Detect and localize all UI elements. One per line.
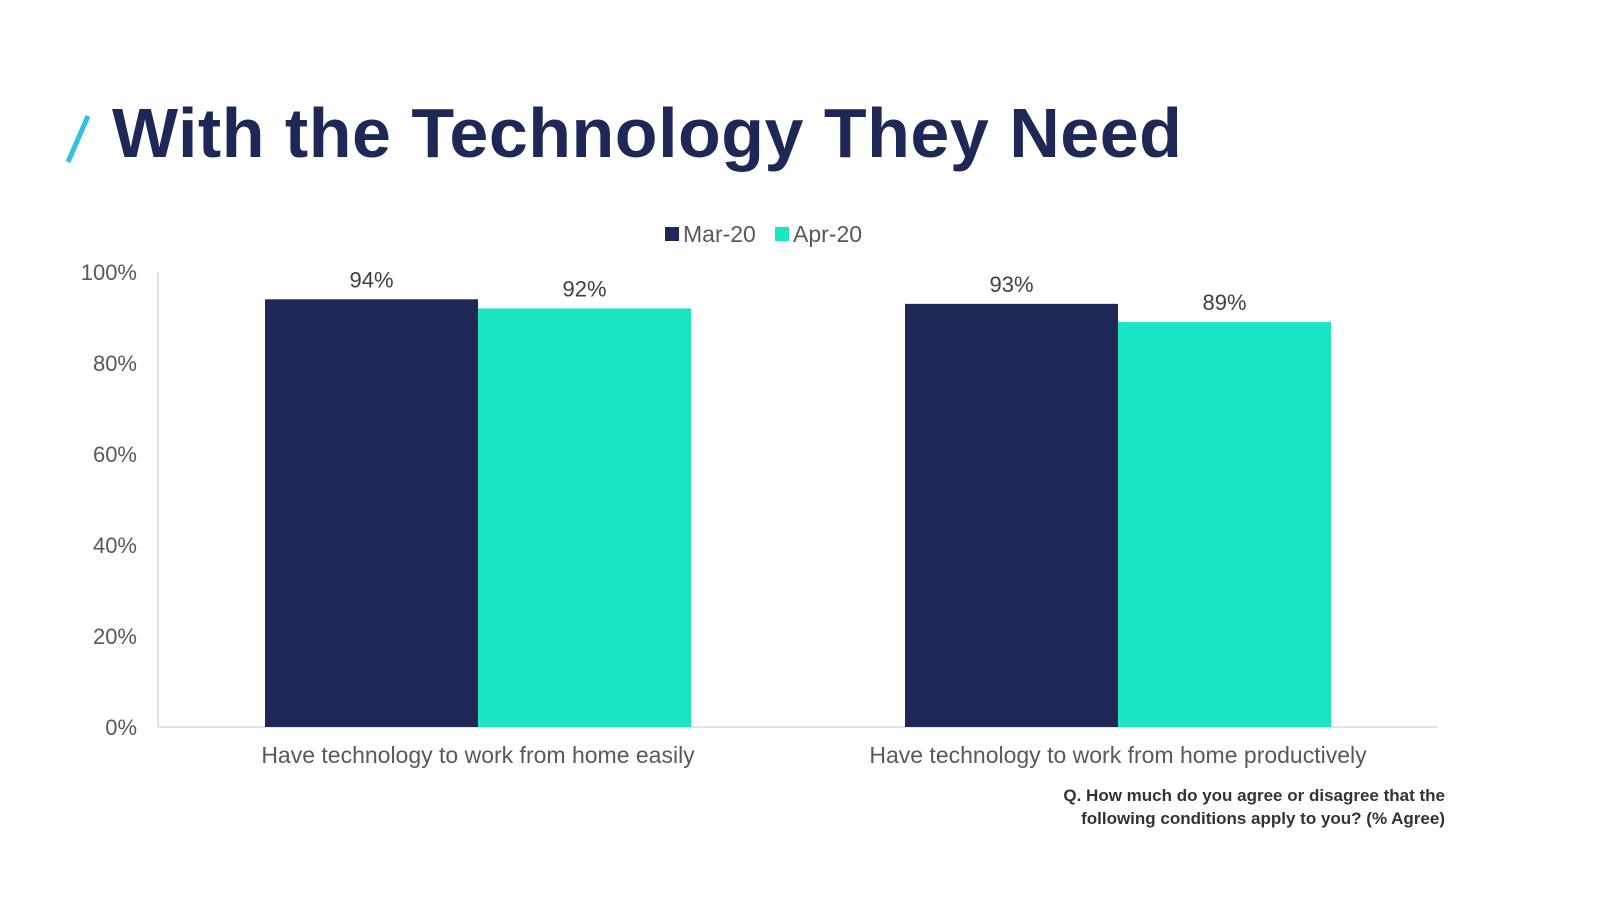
legend-label: Apr-20 [793, 221, 862, 247]
legend-label: Mar-20 [683, 221, 756, 247]
slash-accent-icon [65, 115, 91, 163]
footnote-line-1: Q. How much do you agree or disagree tha… [1063, 786, 1445, 805]
bar-mar-20 [265, 299, 478, 727]
y-tick-label: 100% [81, 260, 137, 285]
x-category-label: Have technology to work from home produc… [869, 742, 1367, 768]
data-label: 92% [562, 276, 606, 301]
data-label: 93% [989, 272, 1033, 297]
bar-apr-20 [478, 308, 691, 727]
y-tick-label: 20% [93, 624, 137, 649]
y-tick-label: 0% [105, 715, 137, 740]
legend-swatch [775, 227, 789, 241]
legend-swatch [665, 227, 679, 241]
data-label: 89% [1202, 290, 1246, 315]
bar-apr-20 [1118, 322, 1331, 727]
title-area: With the Technology They Need [64, 88, 1182, 178]
footnote-line-2: following conditions apply to you? (% Ag… [1081, 809, 1445, 828]
survey-question-footnote: Q. How much do you agree or disagree tha… [1063, 784, 1445, 830]
bar-mar-20 [905, 303, 1118, 727]
y-tick-label: 60% [93, 442, 137, 467]
y-tick-label: 80% [93, 351, 137, 376]
x-category-label: Have technology to work from home easily [261, 742, 695, 768]
y-tick-label: 40% [93, 533, 137, 558]
page-title: With the Technology They Need [112, 94, 1183, 172]
data-label: 94% [349, 267, 393, 292]
